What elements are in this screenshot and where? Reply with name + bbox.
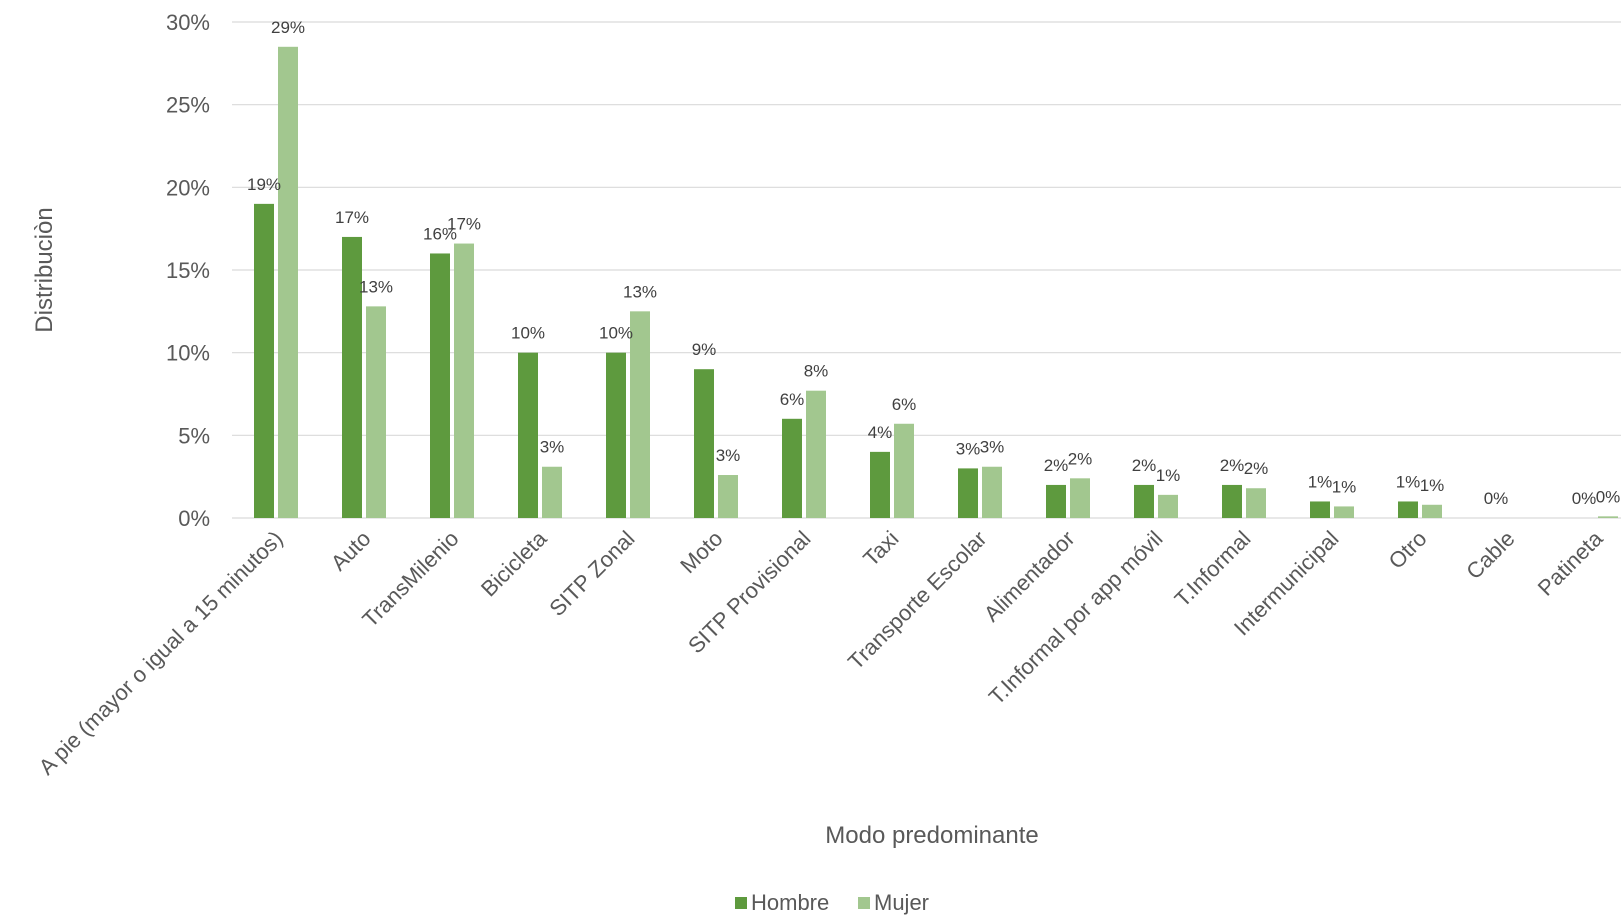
data-label: 2% [1044,456,1069,475]
y-tick-label: 25% [166,93,210,118]
x-category-label: T.Informal [1170,526,1256,612]
data-label: 4% [868,423,893,442]
data-label: 0% [1484,489,1509,508]
x-category-label: Taxi [858,526,903,571]
bar-mujer [630,311,650,518]
data-label: 0% [1572,489,1597,508]
data-label: 3% [716,446,741,465]
data-label: 2% [1132,456,1157,475]
y-tick-label: 30% [166,10,210,35]
bar-hombre [694,369,714,518]
y-tick-label: 15% [166,258,210,283]
y-tick-label: 0% [178,506,210,531]
data-label: 1% [1156,466,1181,485]
data-label: 6% [892,395,917,414]
bar-hombre [1046,484,1066,518]
data-label: 19% [247,175,281,194]
y-tick-label: 5% [178,423,210,448]
legend-swatch-hombre [735,897,747,909]
y-axis-ticks: 0% 5% 10% 15% 20% 25% 30% [166,10,210,531]
data-label: 13% [623,282,657,301]
bar-hombre [870,451,890,518]
bars [254,46,1618,519]
legend: Hombre Mujer [735,890,929,915]
data-label: 1% [1332,477,1357,496]
data-label: 29% [271,18,305,37]
data-label: 10% [511,324,545,343]
legend-label-mujer: Mujer [874,890,929,915]
data-label: 13% [359,277,393,296]
bar-mujer [806,390,826,518]
data-label: 17% [447,215,481,234]
bar-hombre [606,352,626,518]
data-label: 2% [1244,459,1269,478]
data-label: 6% [780,390,805,409]
data-label: 1% [1396,472,1421,491]
x-axis-title: Modo predominante [825,822,1038,849]
bar-mujer [718,475,738,518]
data-label: 3% [956,439,981,458]
bar-mujer [454,243,474,518]
bar-mujer [542,466,562,518]
bar-hombre [782,418,802,518]
data-label: 1% [1420,476,1445,495]
bar-mujer [982,466,1002,518]
x-category-label: T.Informal por app móvil [984,526,1168,710]
data-label: 17% [335,208,369,227]
x-category-label: Bicicleta [476,525,552,601]
bar-hombre [430,253,450,518]
x-category-label: Moto [675,526,727,578]
bar-hombre [254,203,274,518]
data-label: 1% [1308,472,1333,491]
bar-mujer [1246,488,1266,518]
x-category-label: SITP Zonal [544,526,639,621]
data-label: 3% [980,438,1005,457]
data-label: 2% [1220,456,1245,475]
bar-mujer [278,46,298,519]
bar-mujer [1070,478,1090,518]
bar-hombre [342,236,362,518]
x-category-label: Auto [326,526,376,576]
x-category-label: A pie (mayor o igual a 15 minutos) [34,526,288,780]
bar-mujer [1158,494,1178,518]
data-labels: 19%29%17%13%16%17%10%3%10%13%9%3%6%8%4%6… [247,18,1620,508]
y-tick-label: 20% [166,175,210,200]
y-axis-title: Distribuciòn [31,207,58,332]
x-axis-categories: A pie (mayor o igual a 15 minutos) AutoTr… [34,525,1608,779]
bar-hombre [958,468,978,518]
bar-mujer [1598,516,1618,518]
x-category-label: Otro [1384,526,1432,574]
data-label: 16% [423,224,457,243]
bar-mujer [366,306,386,518]
bar-mujer [1334,506,1354,518]
bar-hombre [1310,501,1330,518]
bar-mujer [1422,504,1442,518]
data-label: 2% [1068,449,1093,468]
bar-mujer [894,423,914,518]
bar-hombre [518,352,538,518]
data-label: 10% [599,324,633,343]
y-tick-label: 10% [166,341,210,366]
x-category-label: Cable [1461,526,1519,584]
data-label: 8% [804,362,829,381]
data-label: 3% [540,438,565,457]
data-label: 9% [692,340,717,359]
x-category-label: Patineta [1533,525,1608,600]
legend-label-hombre: Hombre [751,890,829,915]
bar-hombre [1222,484,1242,518]
bar-hombre [1398,501,1418,518]
legend-swatch-mujer [858,897,870,909]
data-label: 0% [1596,487,1621,506]
bar-hombre [1134,484,1154,518]
